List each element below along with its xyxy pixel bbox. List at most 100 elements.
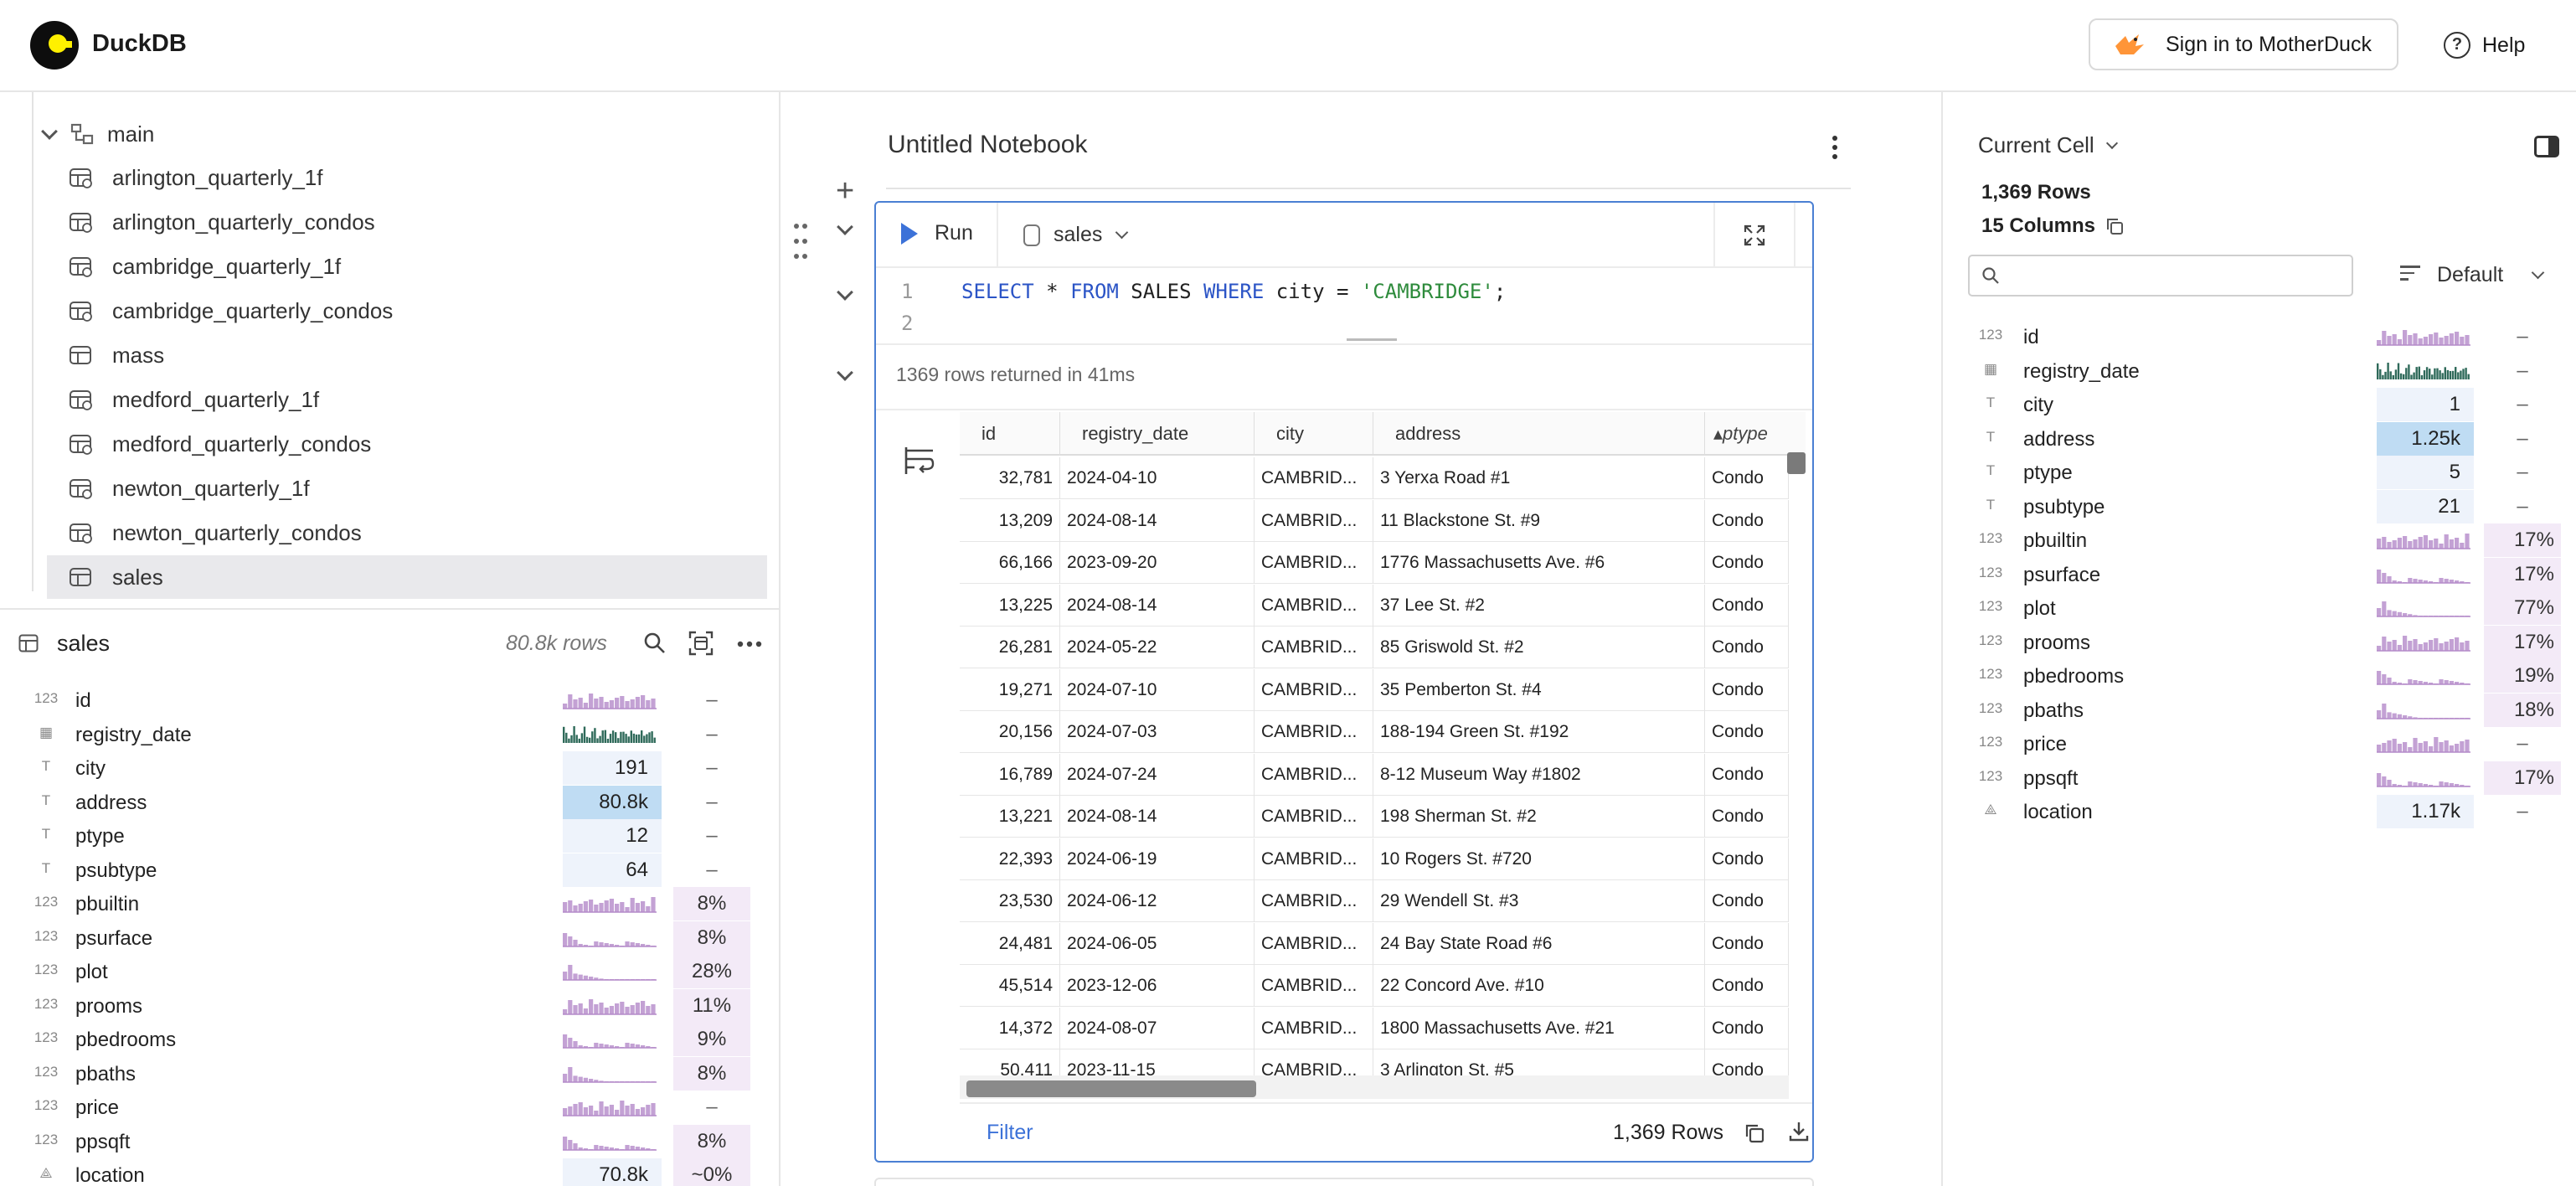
table-cell[interactable]: Condo bbox=[1705, 542, 1789, 584]
expand-icon[interactable] bbox=[1744, 224, 1765, 246]
table-cell[interactable]: Condo bbox=[1705, 584, 1789, 627]
table-cell[interactable]: Condo bbox=[1705, 627, 1789, 668]
table-cell[interactable]: Condo bbox=[1705, 668, 1789, 711]
next-cell[interactable] bbox=[874, 1178, 1814, 1186]
collapse-cell-chevron-icon[interactable] bbox=[837, 219, 853, 235]
column-summary-row[interactable]: 123 prooms 11% bbox=[0, 988, 779, 1023]
tree-table-item[interactable]: arlington_quarterly_condos bbox=[47, 200, 767, 244]
column-summary-row[interactable]: 123 pbuiltin 17% bbox=[1943, 523, 2576, 557]
table-cell[interactable]: CAMBRID... bbox=[1255, 880, 1373, 922]
table-cell[interactable]: Condo bbox=[1705, 838, 1789, 880]
collapse-code-chevron-icon[interactable] bbox=[837, 284, 853, 301]
help-button[interactable]: ? Help bbox=[2444, 28, 2525, 62]
table-cell[interactable]: Condo bbox=[1705, 965, 1789, 1007]
table-cell[interactable]: 2024-06-05 bbox=[1060, 922, 1255, 965]
table-cell[interactable]: CAMBRID... bbox=[1255, 584, 1373, 627]
table-cell[interactable]: 22 Concord Ave. #10 bbox=[1373, 965, 1705, 1007]
column-summary-row[interactable]: 123 id – bbox=[0, 683, 779, 717]
table-cell[interactable]: Condo bbox=[1705, 711, 1789, 753]
table-cell[interactable]: Condo bbox=[1705, 880, 1789, 922]
column-summary-row[interactable]: 123 pbuiltin 8% bbox=[0, 887, 779, 920]
table-cell[interactable]: CAMBRID... bbox=[1255, 1007, 1373, 1049]
copy-icon[interactable] bbox=[2105, 217, 2124, 235]
table-cell[interactable]: Condo bbox=[1705, 922, 1789, 965]
column-summary-row[interactable]: 123 prooms 17% bbox=[1943, 625, 2576, 659]
table-cell[interactable]: CAMBRID... bbox=[1255, 542, 1373, 584]
table-row[interactable]: 66,166 2023-09-20 CAMBRID... 1776 Massachus… bbox=[960, 542, 1789, 584]
vertical-scrollbar-thumb[interactable] bbox=[1787, 452, 1806, 474]
tree-table-item[interactable]: newton_quarterly_condos bbox=[47, 511, 767, 554]
table-cell[interactable]: 66,166 bbox=[960, 542, 1060, 584]
column-header-id[interactable]: id bbox=[960, 412, 1060, 456]
tree-table-item[interactable]: sales bbox=[47, 555, 767, 599]
column-summary-row[interactable]: 123 plot 77% bbox=[1943, 591, 2576, 625]
table-cell[interactable]: 198 Sherman St. #2 bbox=[1373, 796, 1705, 838]
table-cell[interactable]: 2024-08-14 bbox=[1060, 584, 1255, 627]
column-summary-row[interactable]: ⟁ location 1.17k – bbox=[1943, 795, 2576, 828]
column-summary-row[interactable]: 123 id – bbox=[1943, 320, 2576, 353]
table-row[interactable]: 13,225 2024-08-14 CAMBRID... 37 Lee St. #2 C… bbox=[960, 584, 1789, 627]
table-row[interactable]: 24,481 2024-06-05 CAMBRID... 24 Bay State R… bbox=[960, 922, 1789, 965]
table-cell[interactable]: Condo bbox=[1705, 796, 1789, 838]
column-summary-row[interactable]: ▦ registry_date – bbox=[0, 718, 779, 751]
table-cell[interactable]: 10 Rogers St. #720 bbox=[1373, 838, 1705, 880]
tree-table-item[interactable]: arlington_quarterly_1f bbox=[47, 156, 767, 199]
table-cell[interactable]: 2023-09-20 bbox=[1060, 542, 1255, 584]
chevron-down-icon[interactable] bbox=[41, 123, 58, 140]
table-cell[interactable]: Condo bbox=[1705, 499, 1789, 542]
column-header-address[interactable]: address bbox=[1373, 412, 1705, 456]
more-options-icon[interactable] bbox=[737, 641, 762, 647]
table-row[interactable]: 13,221 2024-08-14 CAMBRID... 198 Sherman St… bbox=[960, 796, 1789, 838]
table-cell[interactable]: 2024-08-07 bbox=[1060, 1007, 1255, 1049]
column-summary-row[interactable]: 123 plot 28% bbox=[0, 955, 779, 988]
table-cell[interactable]: 2024-06-19 bbox=[1060, 838, 1255, 880]
column-summary-row[interactable]: ⟁ location 70.8k ~0% bbox=[0, 1158, 779, 1186]
table-cell[interactable]: CAMBRID... bbox=[1255, 457, 1373, 499]
column-summary-row[interactable]: 123 psurface 17% bbox=[1943, 557, 2576, 591]
table-cell[interactable]: CAMBRID... bbox=[1255, 1049, 1373, 1091]
table-cell[interactable]: CAMBRID... bbox=[1255, 796, 1373, 838]
focus-table-icon[interactable] bbox=[688, 631, 714, 656]
table-cell[interactable]: 13,221 bbox=[960, 796, 1060, 838]
table-row[interactable]: 19,271 2024-07-10 CAMBRID... 35 Pemberton S… bbox=[960, 668, 1789, 711]
drag-handle-icon[interactable] bbox=[792, 219, 809, 265]
filter-button[interactable]: Filter bbox=[987, 1121, 1033, 1144]
table-cell[interactable]: 24,481 bbox=[960, 922, 1060, 965]
table-cell[interactable]: 8-12 Museum Way #1802 bbox=[1373, 753, 1705, 796]
table-cell[interactable]: 2024-06-12 bbox=[1060, 880, 1255, 922]
horizontal-scrollbar-thumb[interactable] bbox=[966, 1080, 1256, 1097]
table-cell[interactable]: Condo bbox=[1705, 457, 1789, 499]
column-summary-row[interactable]: 123 ppsqft 8% bbox=[0, 1124, 779, 1158]
sort-order-select[interactable]: Default bbox=[2400, 263, 2545, 287]
table-cell[interactable]: 24 Bay State Road #6 bbox=[1373, 922, 1705, 965]
table-cell[interactable]: 13,209 bbox=[960, 499, 1060, 542]
table-cell[interactable]: 19,271 bbox=[960, 668, 1060, 711]
column-header-city[interactable]: city bbox=[1255, 412, 1373, 456]
tree-table-item[interactable]: cambridge_quarterly_1f bbox=[47, 245, 767, 288]
table-cell[interactable]: 2024-04-10 bbox=[1060, 457, 1255, 499]
table-cell[interactable]: 35 Pemberton St. #4 bbox=[1373, 668, 1705, 711]
table-row[interactable]: 13,209 2024-08-14 CAMBRID... 11 Blackstone … bbox=[960, 499, 1789, 542]
schema-main-node[interactable]: main bbox=[39, 112, 154, 156]
table-cell[interactable]: 2024-07-24 bbox=[1060, 753, 1255, 796]
duckdb-logo-icon[interactable] bbox=[30, 21, 79, 70]
add-cell-icon[interactable]: + bbox=[836, 173, 855, 209]
table-cell[interactable]: 13,225 bbox=[960, 584, 1060, 627]
column-search-input[interactable] bbox=[1968, 255, 2353, 296]
table-cell[interactable]: 32,781 bbox=[960, 457, 1060, 499]
table-cell[interactable]: 188-194 Green St. #192 bbox=[1373, 711, 1705, 753]
table-cell[interactable]: 3 Arlington St. #5 bbox=[1373, 1049, 1705, 1091]
table-cell[interactable]: CAMBRID... bbox=[1255, 753, 1373, 796]
table-cell[interactable]: 22,393 bbox=[960, 838, 1060, 880]
table-cell[interactable]: 11 Blackstone St. #9 bbox=[1373, 499, 1705, 542]
table-cell[interactable]: 50,411 bbox=[960, 1049, 1060, 1091]
column-summary-row[interactable]: 123 price – bbox=[0, 1091, 779, 1124]
database-selector[interactable]: sales bbox=[1023, 223, 1129, 247]
table-row[interactable]: 23,530 2024-06-12 CAMBRID... 29 Wendell St.… bbox=[960, 880, 1789, 922]
run-button[interactable]: Run bbox=[901, 221, 973, 245]
column-summary-row[interactable]: 123 pbedrooms 9% bbox=[0, 1023, 779, 1056]
